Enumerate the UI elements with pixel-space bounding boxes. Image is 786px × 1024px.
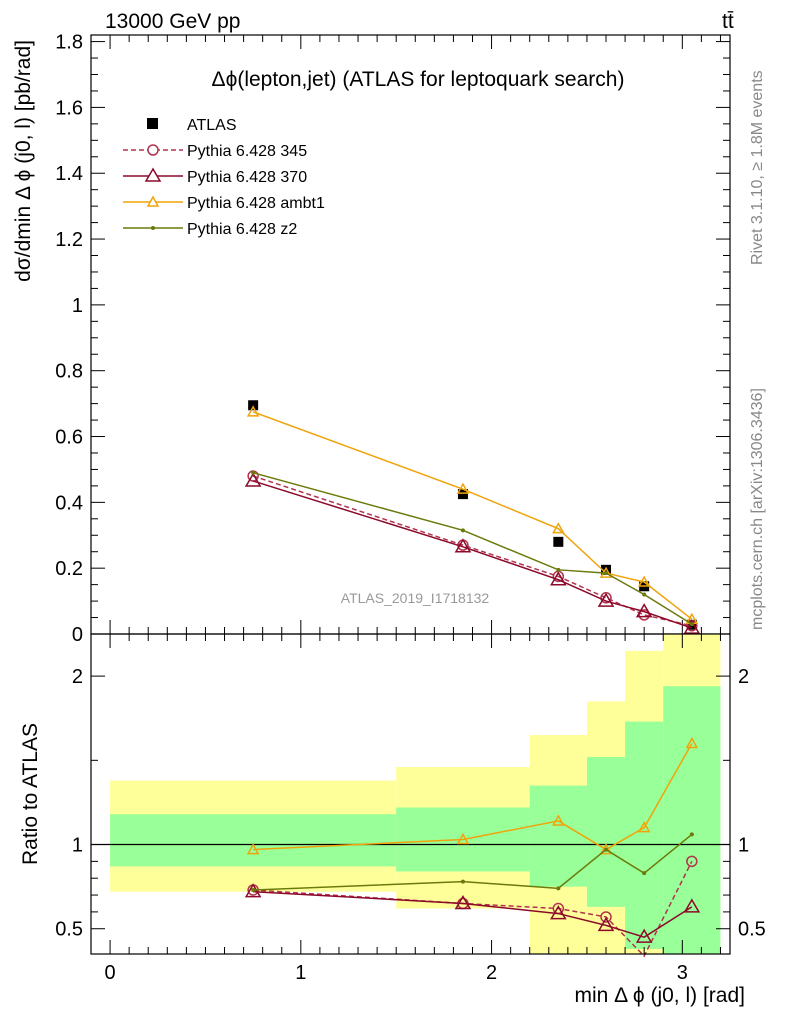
data-point-ambt1 [552, 522, 565, 534]
ratio-point-345 [686, 855, 698, 868]
uncertainty-band-inner [529, 785, 587, 887]
series-line-4 [252, 472, 693, 625]
ratio-point-370 [550, 905, 567, 920]
x-tick-label: 3 [677, 962, 688, 984]
series-line-3 [252, 411, 693, 620]
ratio-point-370 [635, 928, 653, 943]
legend-marker-atlas [147, 118, 158, 129]
y-tick-label: 1.4 [55, 163, 83, 185]
data-point-atlas [248, 400, 259, 411]
ratio-y-tick-label-left: 0.5 [55, 919, 83, 941]
x-tick-label: 1 [295, 962, 306, 984]
data-point-z2 [460, 528, 465, 533]
main-panel: Δϕ(lepton,jet) (ATLAS for leptoquark sea… [12, 32, 731, 646]
ratio-y-tick-label-right: 0.5 [738, 919, 766, 941]
x-tick-label: 2 [486, 962, 497, 984]
ratio-point-345 [600, 911, 612, 923]
rivet-label: Rivet 3.1.10, ≥ 1.8M events [749, 70, 766, 265]
y-tick-label: 0.8 [55, 361, 83, 383]
legend-marker-345 [147, 144, 159, 156]
legend-marker-ambt1 [146, 195, 160, 207]
legend-label-3: Pythia 6.428 ambt1 [187, 195, 325, 212]
uncertainty-band-inner [663, 686, 721, 954]
data-point-z2 [642, 592, 647, 597]
data-point-z2 [689, 622, 694, 627]
ratio-point-ambt1 [685, 736, 699, 749]
y-axis-label: dσ/dmin Δ ϕ (j0, l) [pb/rad] [12, 40, 35, 282]
data-point-z2 [251, 470, 256, 475]
data-point-atlas [457, 489, 468, 500]
ratio-line-0 [253, 861, 693, 958]
data-point-370 [454, 538, 472, 553]
y-tick-label: 1.6 [55, 97, 83, 119]
ratio-line-1 [253, 890, 693, 938]
data-point-345 [638, 609, 650, 621]
y-tick-label: 1 [72, 295, 83, 317]
uncertainty-band-inner [586, 756, 626, 907]
data-point-atlas [601, 564, 612, 575]
legend-label-0: ATLAS [187, 117, 237, 134]
ratio-y-tick-label-left: 2 [72, 666, 83, 688]
x-axis-label: min Δ ϕ (j0, l) [rad] [575, 984, 746, 1007]
data-point-ambt1 [456, 482, 470, 494]
ratio-y-tick-label-left: 1 [72, 835, 83, 857]
y-tick-label: 0.2 [55, 558, 83, 580]
ratio-point-ambt1 [552, 814, 565, 826]
ratio-point-z2 [460, 879, 465, 884]
series-line-2 [252, 480, 693, 629]
ratio-point-z2 [689, 832, 694, 837]
data-point-ambt1 [246, 405, 260, 417]
data-point-370 [597, 592, 615, 607]
data-point-z2 [604, 571, 609, 576]
ratio-point-z2 [556, 886, 561, 891]
legend-marker-z2 [151, 226, 155, 230]
ratio-point-370 [597, 916, 615, 932]
data-point-atlas [553, 536, 564, 547]
y-tick-label: 0 [72, 624, 83, 646]
mcplots-label: mcplots.cern.ch [arXiv:1306.3436] [749, 388, 766, 630]
ratio-y-axis-label: Ratio to ATLAS [19, 723, 42, 865]
data-point-ambt1 [637, 575, 651, 587]
ratio-point-370 [454, 894, 472, 910]
data-point-z2 [556, 567, 561, 572]
ratio-point-ambt1 [599, 843, 613, 855]
ratio-point-ambt1 [456, 832, 470, 845]
ratio-point-370 [244, 883, 262, 898]
y-tick-label: 0.4 [55, 492, 83, 514]
x-tick-label: 0 [105, 962, 116, 984]
ratio-point-z2 [604, 847, 609, 852]
y-tick-label: 1.2 [55, 229, 83, 251]
chart-title: Δϕ(lepton,jet) (ATLAS for leptoquark sea… [212, 68, 625, 91]
ratio-frame [90, 633, 731, 955]
ratio-point-ambt1 [246, 843, 260, 855]
energy-label: 13000 GeV pp [105, 10, 240, 33]
process-label: tt̄ [722, 10, 734, 33]
legend-label-2: Pythia 6.428 370 [187, 169, 307, 186]
ratio-point-ambt1 [637, 821, 651, 833]
ratio-line-3 [253, 833, 693, 891]
data-point-370 [683, 619, 701, 634]
ratio-point-z2 [642, 871, 647, 876]
series-line-1 [252, 475, 693, 627]
ratio-point-z2 [251, 888, 256, 892]
legend-marker-370 [144, 167, 162, 182]
ratio-panel: 0.5 0.5 1 1 2 2 0 1 2 3 Ratio to ATLAS min Δ ϕ (j0,… [19, 633, 766, 1007]
legend-label-4: Pythia 6.428 z2 [187, 221, 297, 238]
data-point-370 [550, 571, 567, 586]
ratio-line-2 [253, 743, 693, 851]
y-tick-label: 0.6 [55, 427, 83, 449]
data-point-370 [635, 603, 653, 618]
ratio-y-tick-label-right: 1 [738, 835, 749, 857]
legend-label-1: Pythia 6.428 345 [187, 143, 307, 160]
ratio-point-370 [683, 898, 701, 913]
data-point-370 [244, 472, 262, 487]
y-tick-label: 1.8 [55, 32, 83, 54]
legend: ATLAS Pythia 6.428 345 Pythia 6.428 370 Pyt… [123, 117, 325, 238]
analysis-watermark: ATLAS_2019_I1718132 [341, 590, 490, 606]
uncertainty-band-inner [110, 814, 397, 867]
ratio-y-tick-label-right: 2 [738, 666, 749, 688]
